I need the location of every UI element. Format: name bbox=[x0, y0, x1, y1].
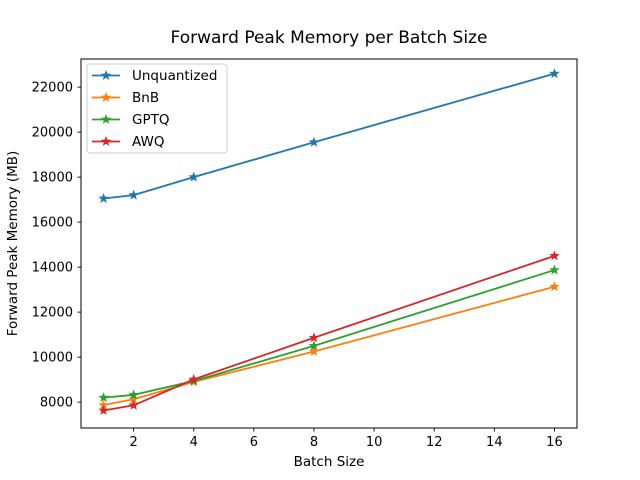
legend-label: BnB bbox=[132, 90, 159, 106]
data-point-marker bbox=[549, 68, 560, 79]
data-point-marker bbox=[308, 346, 320, 356]
legend: Unquantized BnB GPTQ AWQ bbox=[86, 63, 228, 154]
series-line bbox=[103, 269, 555, 399]
x-tick-label: 14 bbox=[486, 435, 503, 450]
x-tick-label: 12 bbox=[426, 435, 443, 450]
data-point-marker bbox=[128, 389, 139, 400]
y-tick-label: 10000 bbox=[32, 351, 73, 366]
data-series bbox=[98, 68, 560, 415]
y-tick-label: 18000 bbox=[32, 171, 73, 186]
series-line bbox=[103, 285, 555, 406]
series-unquantized bbox=[98, 68, 560, 203]
x-axis-label: Batch Size bbox=[294, 454, 365, 470]
chart-title: Forward Peak Memory per Batch Size bbox=[171, 28, 488, 48]
data-point-marker bbox=[308, 136, 320, 147]
legend-marker-sample bbox=[100, 114, 112, 124]
legend-item-bnb: BnB bbox=[92, 90, 159, 106]
data-point-marker bbox=[128, 399, 139, 410]
legend-item-gptq: GPTQ bbox=[92, 112, 169, 128]
legend-marker-sample bbox=[100, 70, 112, 80]
x-tick-label: 4 bbox=[190, 435, 198, 450]
series-awq bbox=[98, 250, 560, 415]
data-point-marker bbox=[128, 189, 139, 200]
data-point-marker bbox=[98, 392, 109, 403]
y-axis-label: Forward Peak Memory (MB) bbox=[5, 151, 21, 337]
data-point-marker bbox=[98, 193, 109, 203]
legend-label: AWQ bbox=[132, 134, 164, 150]
y-tick-label: 12000 bbox=[32, 306, 73, 321]
data-point-marker bbox=[98, 404, 109, 415]
x-tick-label: 8 bbox=[310, 435, 318, 450]
y-tick-label: 20000 bbox=[32, 126, 73, 141]
y-tick-label: 14000 bbox=[32, 261, 73, 276]
legend-marker-sample bbox=[100, 136, 112, 146]
data-point-marker bbox=[308, 332, 320, 343]
legend-item-awq: AWQ bbox=[92, 134, 164, 150]
x-tick-label: 16 bbox=[546, 435, 563, 450]
y-tick-label: 8000 bbox=[40, 396, 73, 411]
x-tick-label: 10 bbox=[366, 435, 383, 450]
legend-label: GPTQ bbox=[132, 112, 169, 128]
x-tick-label: 6 bbox=[250, 435, 258, 450]
y-tick-label: 22000 bbox=[32, 81, 73, 96]
data-point-marker bbox=[549, 264, 560, 275]
legend-marker-sample bbox=[100, 92, 112, 102]
y-tick-label: 16000 bbox=[32, 216, 73, 231]
data-point-marker bbox=[549, 250, 560, 261]
data-point-marker bbox=[188, 373, 199, 384]
legend-item-unquantized: Unquantized bbox=[92, 68, 217, 84]
data-point-marker bbox=[549, 281, 560, 292]
data-point-marker bbox=[308, 340, 320, 351]
data-point-marker bbox=[128, 393, 139, 404]
data-point-marker bbox=[188, 171, 199, 182]
x-tick-label: 2 bbox=[129, 435, 137, 450]
data-point-marker bbox=[98, 399, 109, 410]
legend-label: Unquantized bbox=[132, 68, 217, 84]
legend-box bbox=[86, 63, 228, 154]
axis-ticks: 2 4 6 8 10 12 14 16 8000 10000 12000 14000 16000 1800… bbox=[32, 81, 563, 450]
plot-frame bbox=[80, 58, 578, 429]
series-line bbox=[103, 255, 555, 412]
